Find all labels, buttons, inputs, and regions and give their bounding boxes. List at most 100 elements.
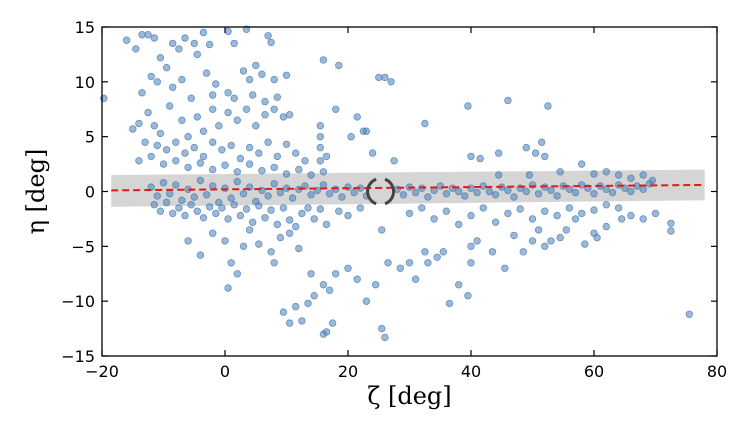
data-point	[233, 116, 241, 124]
data-point	[455, 187, 463, 196]
data-point	[255, 149, 263, 157]
data-point	[282, 71, 291, 79]
highlight-ring-layer	[366, 177, 396, 206]
data-point	[153, 192, 161, 200]
data-point	[224, 89, 232, 97]
data-point	[590, 206, 598, 214]
data-point	[242, 205, 251, 213]
data-point	[381, 73, 389, 82]
data-point	[602, 200, 610, 209]
data-point	[205, 203, 214, 211]
data-point	[261, 97, 269, 106]
data-point	[224, 27, 232, 36]
data-point	[196, 176, 205, 185]
data-point	[230, 94, 238, 102]
data-point	[541, 207, 549, 215]
data-point	[162, 198, 171, 207]
data-point	[353, 275, 361, 283]
data-point	[316, 205, 324, 213]
data-point	[162, 63, 171, 72]
data-point	[510, 193, 518, 201]
data-point	[485, 187, 494, 196]
data-point	[307, 270, 315, 278]
data-point	[273, 93, 281, 101]
data-point	[504, 186, 512, 195]
data-point	[202, 69, 211, 77]
data-point	[175, 204, 183, 212]
data-point	[614, 204, 623, 212]
data-point	[184, 237, 192, 245]
data-point	[252, 121, 260, 130]
data-point	[279, 308, 288, 316]
data-point	[578, 160, 586, 168]
data-point	[208, 138, 217, 146]
data-point	[384, 259, 392, 267]
data-point	[141, 138, 149, 146]
data-point	[627, 211, 635, 220]
data-point	[322, 152, 331, 161]
data-point	[332, 105, 340, 113]
data-point	[667, 227, 675, 235]
data-point	[236, 211, 245, 220]
data-point	[387, 78, 395, 86]
data-point	[255, 202, 263, 210]
data-point	[199, 127, 208, 135]
data-point	[424, 193, 432, 201]
data-point	[396, 264, 404, 272]
data-point	[279, 113, 288, 121]
data-point	[129, 125, 137, 133]
data-point	[553, 192, 561, 200]
data-point	[208, 91, 217, 99]
data-point	[150, 200, 158, 209]
data-point	[571, 215, 580, 223]
data-point	[261, 110, 269, 119]
data-point	[150, 34, 158, 42]
x-axis-ticks: −20 0 20 40 60 80	[85, 27, 727, 381]
data-point	[245, 143, 254, 152]
data-point	[295, 165, 303, 174]
data-point	[212, 80, 220, 88]
data-point	[378, 324, 386, 333]
data-point	[544, 102, 552, 110]
data-point	[516, 205, 524, 213]
data-point	[178, 196, 186, 204]
data-point	[276, 233, 285, 242]
data-point	[538, 138, 546, 146]
data-point	[264, 32, 272, 40]
data-point	[273, 152, 281, 161]
data-point	[534, 189, 543, 198]
data-point	[319, 330, 328, 338]
data-point	[258, 166, 266, 175]
data-point	[178, 116, 186, 124]
data-point	[267, 206, 275, 214]
data-point	[442, 207, 451, 215]
data-point	[473, 237, 481, 245]
data-point	[344, 183, 352, 191]
data-point	[455, 281, 463, 289]
data-point	[138, 89, 146, 97]
data-point	[153, 78, 161, 86]
data-point	[227, 141, 235, 150]
data-point	[307, 171, 315, 179]
data-point	[292, 222, 300, 231]
data-point	[285, 229, 294, 237]
data-point	[476, 154, 484, 163]
data-point	[319, 168, 328, 176]
data-point	[208, 229, 217, 237]
data-point	[528, 237, 537, 245]
data-point	[375, 73, 383, 82]
data-point	[316, 132, 324, 141]
data-point	[150, 121, 158, 130]
y-tick-label: 10	[75, 73, 95, 92]
data-point	[276, 188, 285, 197]
data-point	[547, 237, 555, 245]
data-point	[565, 204, 574, 212]
data-point	[556, 233, 564, 242]
data-point	[132, 45, 140, 53]
data-point	[285, 110, 294, 119]
data-point	[245, 226, 254, 234]
data-point	[172, 157, 180, 165]
data-point	[344, 211, 352, 220]
data-point	[578, 181, 586, 189]
data-point	[218, 146, 226, 154]
